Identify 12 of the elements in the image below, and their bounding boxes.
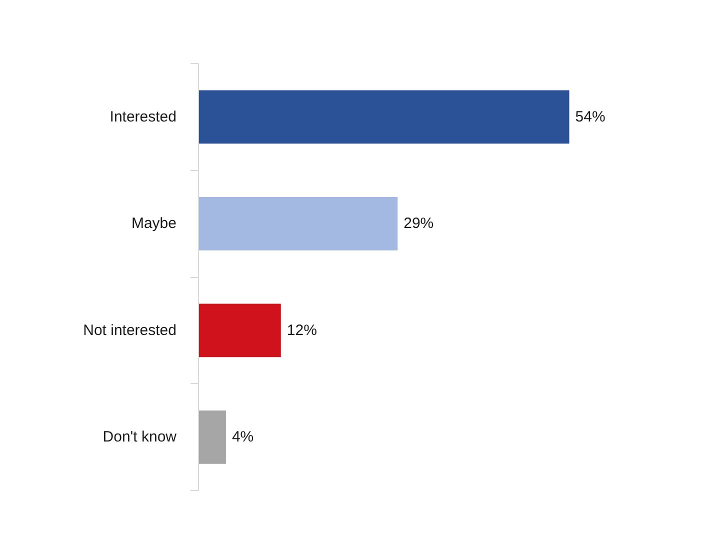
data-label: 54% (575, 108, 606, 126)
data-label: 12% (286, 322, 317, 339)
bar (198, 304, 281, 358)
bar (198, 410, 226, 464)
bar (198, 90, 570, 144)
data-label: 4% (232, 428, 254, 446)
data-label: 29% (404, 215, 434, 232)
bar (198, 196, 398, 250)
y-tick-label: Don't know (102, 428, 177, 446)
y-tick-label: Interested (110, 108, 177, 126)
y-tick-label: Not interested (83, 322, 177, 339)
y-tick-label: Maybe (131, 215, 177, 232)
